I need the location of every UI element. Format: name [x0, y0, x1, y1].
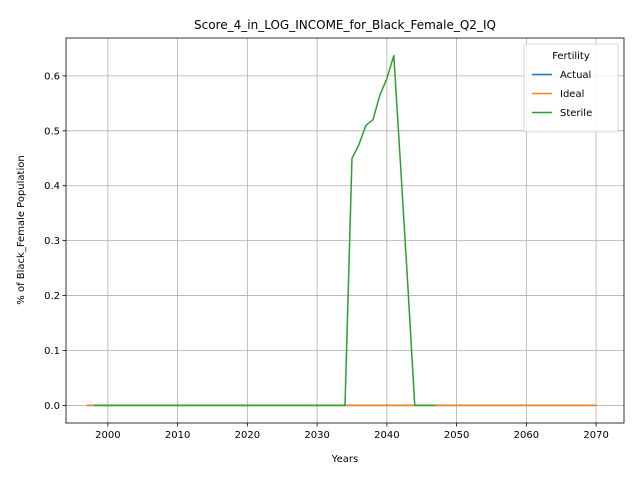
x-tick-label: 2070	[583, 430, 608, 441]
legend-label-ideal: Ideal	[560, 89, 584, 100]
legend-title: Fertility	[552, 51, 590, 62]
y-tick-label: 0.1	[44, 346, 60, 357]
x-tick-label: 2060	[514, 430, 539, 441]
legend: Fertility Actual Ideal Sterile	[524, 44, 618, 132]
x-tick-label: 2000	[95, 430, 120, 441]
chart-title: Score_4_in_LOG_INCOME_for_Black_Female_Q…	[194, 18, 496, 32]
legend-label-actual: Actual	[560, 70, 591, 81]
x-tick-label: 2040	[374, 430, 399, 441]
x-tick-label: 2020	[235, 430, 260, 441]
y-tick-label: 0.2	[44, 291, 60, 302]
y-tick-label: 0.6	[44, 71, 60, 82]
y-tick-label: 0.4	[44, 181, 60, 192]
x-tick-label: 2030	[304, 430, 329, 441]
y-tick-label: 0.0	[44, 401, 60, 412]
x-axis-label: Years	[331, 454, 358, 465]
y-axis-label: % of Black_Female Population	[16, 155, 27, 304]
y-tick-label: 0.3	[44, 236, 60, 247]
x-tick-label: 2050	[444, 430, 469, 441]
x-tick-label: 2010	[165, 430, 190, 441]
legend-label-sterile: Sterile	[560, 108, 592, 119]
y-tick-label: 0.5	[44, 126, 60, 137]
